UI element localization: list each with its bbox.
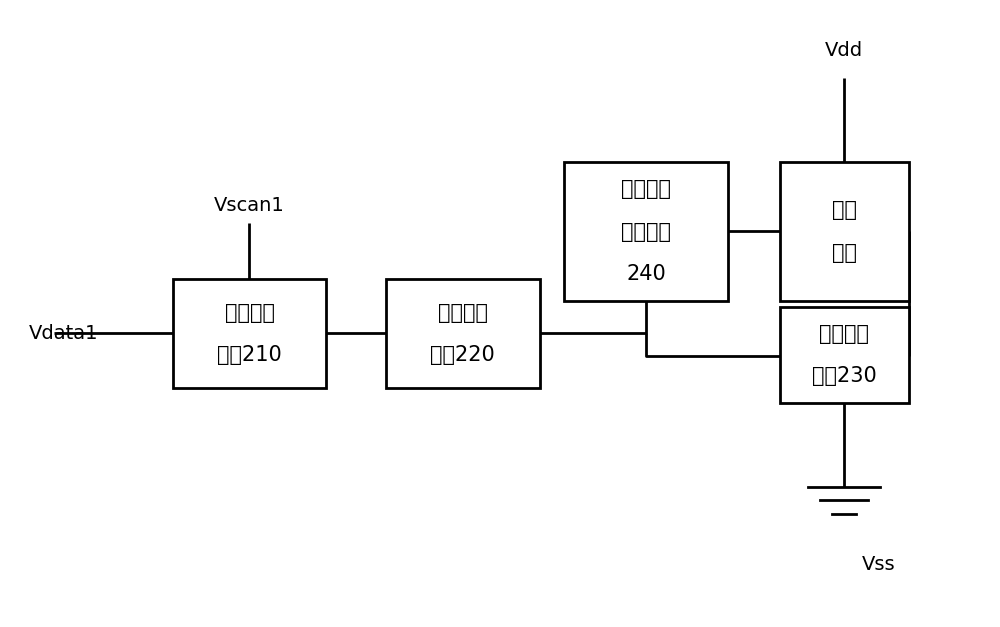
Text: 器件: 器件 <box>832 243 857 263</box>
Text: 第一驱动: 第一驱动 <box>621 179 671 199</box>
Text: Vscan1: Vscan1 <box>214 196 284 214</box>
Bar <box>564 162 728 301</box>
Text: 第一充电: 第一充电 <box>438 303 488 322</box>
Bar <box>780 162 909 301</box>
Text: Vdd: Vdd <box>825 41 863 60</box>
Bar <box>173 280 326 387</box>
Text: 补偿单元: 补偿单元 <box>621 221 671 241</box>
Text: 第一驱动: 第一驱动 <box>819 324 869 344</box>
Bar <box>386 280 540 387</box>
Text: 发光: 发光 <box>832 201 857 221</box>
Text: 第一开关: 第一开关 <box>225 303 275 322</box>
Text: 单元230: 单元230 <box>812 366 876 386</box>
Text: 240: 240 <box>626 263 666 283</box>
Text: 单元220: 单元220 <box>430 345 495 365</box>
Text: Vdata1: Vdata1 <box>29 324 98 343</box>
Text: Vss: Vss <box>862 554 896 574</box>
Bar <box>780 307 909 403</box>
Text: 单元210: 单元210 <box>217 345 282 365</box>
